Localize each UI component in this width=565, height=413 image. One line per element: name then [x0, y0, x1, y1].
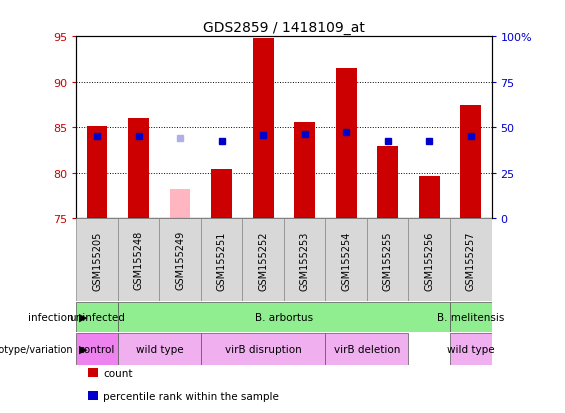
Text: wild type: wild type	[136, 344, 183, 354]
Text: B. melitensis: B. melitensis	[437, 312, 505, 322]
Text: GSM155252: GSM155252	[258, 230, 268, 290]
Text: GSM155251: GSM155251	[216, 230, 227, 290]
Text: percentile rank within the sample: percentile rank within the sample	[103, 391, 279, 401]
Text: ▶: ▶	[79, 312, 88, 322]
Text: GSM155248: GSM155248	[133, 230, 144, 290]
FancyBboxPatch shape	[76, 219, 118, 301]
Text: GSM155249: GSM155249	[175, 230, 185, 290]
FancyBboxPatch shape	[242, 219, 284, 301]
FancyBboxPatch shape	[367, 219, 408, 301]
Text: GSM155205: GSM155205	[92, 230, 102, 290]
Bar	[460, 106, 481, 219]
Text: B. arbortus: B. arbortus	[255, 312, 313, 322]
Text: genotype/variation: genotype/variation	[0, 344, 73, 354]
FancyBboxPatch shape	[201, 219, 242, 301]
Bar	[294, 123, 315, 219]
Bar	[419, 176, 440, 219]
FancyBboxPatch shape	[450, 333, 492, 365]
Text: virB disruption: virB disruption	[225, 344, 302, 354]
FancyBboxPatch shape	[325, 219, 367, 301]
Bar	[253, 39, 273, 219]
Text: ▶: ▶	[79, 344, 88, 354]
Text: virB deletion: virB deletion	[334, 344, 400, 354]
FancyBboxPatch shape	[76, 333, 118, 365]
Text: uninfected: uninfected	[69, 312, 125, 322]
Bar	[86, 126, 107, 219]
Text: wild type: wild type	[447, 344, 494, 354]
FancyBboxPatch shape	[450, 302, 492, 332]
Title: GDS2859 / 1418109_at: GDS2859 / 1418109_at	[203, 21, 365, 35]
FancyBboxPatch shape	[201, 333, 325, 365]
FancyBboxPatch shape	[284, 219, 325, 301]
Text: infection: infection	[28, 312, 73, 322]
Text: GSM155256: GSM155256	[424, 230, 434, 290]
FancyBboxPatch shape	[118, 219, 159, 301]
Bar	[336, 69, 357, 219]
FancyBboxPatch shape	[76, 302, 118, 332]
FancyBboxPatch shape	[159, 219, 201, 301]
Text: GSM155253: GSM155253	[299, 230, 310, 290]
FancyBboxPatch shape	[408, 219, 450, 301]
Text: GSM155257: GSM155257	[466, 230, 476, 290]
Bar	[128, 119, 149, 219]
Text: GSM155255: GSM155255	[383, 230, 393, 290]
Bar	[170, 190, 190, 219]
FancyBboxPatch shape	[325, 333, 408, 365]
FancyBboxPatch shape	[118, 302, 450, 332]
FancyBboxPatch shape	[450, 219, 492, 301]
Text: GSM155254: GSM155254	[341, 230, 351, 290]
Bar	[377, 146, 398, 219]
FancyBboxPatch shape	[118, 333, 201, 365]
Bar	[211, 170, 232, 219]
Text: control: control	[79, 344, 115, 354]
Text: count: count	[103, 368, 133, 378]
